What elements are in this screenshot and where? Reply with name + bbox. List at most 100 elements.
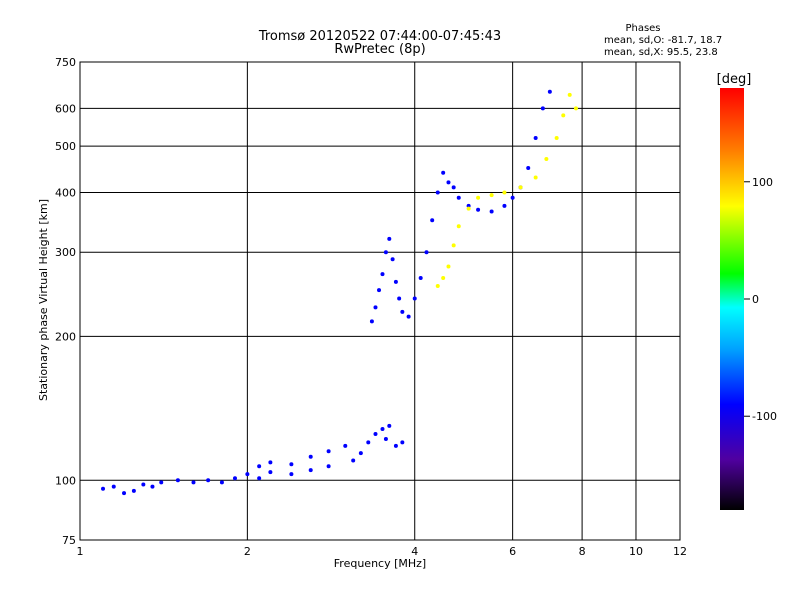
colorbar-tick-label: 100 — [752, 176, 773, 189]
x-tick-label: 8 — [579, 545, 586, 558]
data-point — [456, 195, 461, 200]
phases-title: Phases — [625, 23, 660, 34]
y-axis: 75 100 200 300 400 500 600 750 — [55, 56, 76, 547]
data-point — [390, 257, 395, 262]
data-point — [424, 250, 429, 255]
colorbar-ticks: 100 0 -100 — [744, 176, 777, 423]
data-point — [400, 309, 405, 314]
data-point — [435, 190, 440, 195]
data-point — [232, 476, 237, 481]
data-point — [387, 423, 392, 428]
data-point — [418, 275, 423, 280]
data-point — [446, 180, 451, 185]
data-point — [412, 296, 417, 301]
data-point — [122, 491, 127, 496]
scatter-points — [101, 89, 578, 496]
chart-title-line1: Tromsø 20120522 07:44:00-07:45:43 — [258, 29, 501, 44]
y-tick-label: 75 — [62, 534, 76, 547]
data-point — [289, 462, 294, 467]
data-point — [489, 193, 494, 198]
y-tick-label: 750 — [55, 56, 76, 69]
data-point — [466, 203, 471, 208]
grid — [80, 62, 680, 540]
data-point — [502, 203, 507, 208]
data-point — [257, 476, 262, 481]
y-axis-label: Stationary phase Virtual Height [km] — [37, 199, 50, 401]
data-point — [456, 224, 461, 229]
x-tick-label: 6 — [509, 545, 516, 558]
colorbar — [720, 88, 744, 510]
data-point — [111, 484, 116, 489]
data-point — [451, 243, 456, 248]
y-tick-label: 300 — [55, 246, 76, 259]
data-point — [219, 480, 224, 485]
data-point — [533, 136, 538, 141]
data-point — [268, 470, 273, 475]
data-point — [326, 464, 331, 469]
data-point — [351, 458, 356, 463]
x-tick-label: 10 — [629, 545, 643, 558]
data-point — [387, 236, 392, 241]
data-point — [191, 480, 196, 485]
data-point — [245, 472, 250, 477]
data-point — [466, 206, 471, 211]
data-point — [175, 478, 180, 483]
data-point — [554, 136, 559, 141]
data-point — [510, 195, 515, 200]
y-tick-label: 500 — [55, 140, 76, 153]
data-point — [400, 440, 405, 445]
data-point — [489, 209, 494, 214]
data-point — [308, 454, 313, 459]
data-point — [268, 460, 273, 465]
colorbar-label: [deg] — [717, 72, 752, 87]
data-point — [393, 443, 398, 448]
y-tick-label: 200 — [55, 330, 76, 343]
data-point — [544, 157, 549, 162]
data-point — [561, 113, 566, 118]
data-point — [502, 190, 507, 195]
data-point — [369, 319, 374, 324]
data-point — [476, 195, 481, 200]
plot-area — [79, 61, 681, 541]
phases-o-stats: mean, sd,O: -81.7, 18.7 — [604, 35, 722, 46]
data-point — [430, 218, 435, 223]
x-tick-label: 12 — [673, 545, 687, 558]
data-point — [257, 464, 262, 469]
data-point — [435, 283, 440, 288]
data-point — [358, 451, 363, 456]
colorbar-tick-label: 0 — [752, 293, 759, 306]
x-tick-label: 1 — [77, 545, 84, 558]
data-point — [393, 279, 398, 284]
data-point — [441, 170, 446, 175]
data-point — [131, 488, 136, 493]
data-point — [441, 275, 446, 280]
data-point — [308, 468, 313, 473]
data-point — [547, 89, 552, 94]
data-point — [289, 472, 294, 477]
data-point — [366, 440, 371, 445]
data-point — [451, 185, 456, 190]
data-point — [383, 250, 388, 255]
data-point — [159, 480, 164, 485]
data-point — [446, 264, 451, 269]
phases-x-stats: mean, sd,X: 95.5, 23.8 — [604, 47, 718, 58]
data-point — [380, 272, 385, 277]
x-axis-label: Frequency [MHz] — [334, 557, 426, 570]
data-point — [573, 106, 578, 111]
data-point — [518, 185, 523, 190]
data-point — [533, 175, 538, 180]
data-point — [476, 207, 481, 212]
x-tick-label: 2 — [244, 545, 251, 558]
data-point — [343, 443, 348, 448]
data-point — [150, 484, 155, 489]
data-point — [540, 106, 545, 111]
x-axis: 1 2 4 6 8 10 12 — [77, 545, 688, 558]
y-tick-label: 400 — [55, 186, 76, 199]
x-tick-label: 4 — [411, 545, 418, 558]
data-point — [377, 288, 382, 293]
data-point — [373, 305, 378, 310]
data-point — [383, 436, 388, 441]
data-point — [206, 478, 211, 483]
y-tick-label: 600 — [55, 102, 76, 115]
